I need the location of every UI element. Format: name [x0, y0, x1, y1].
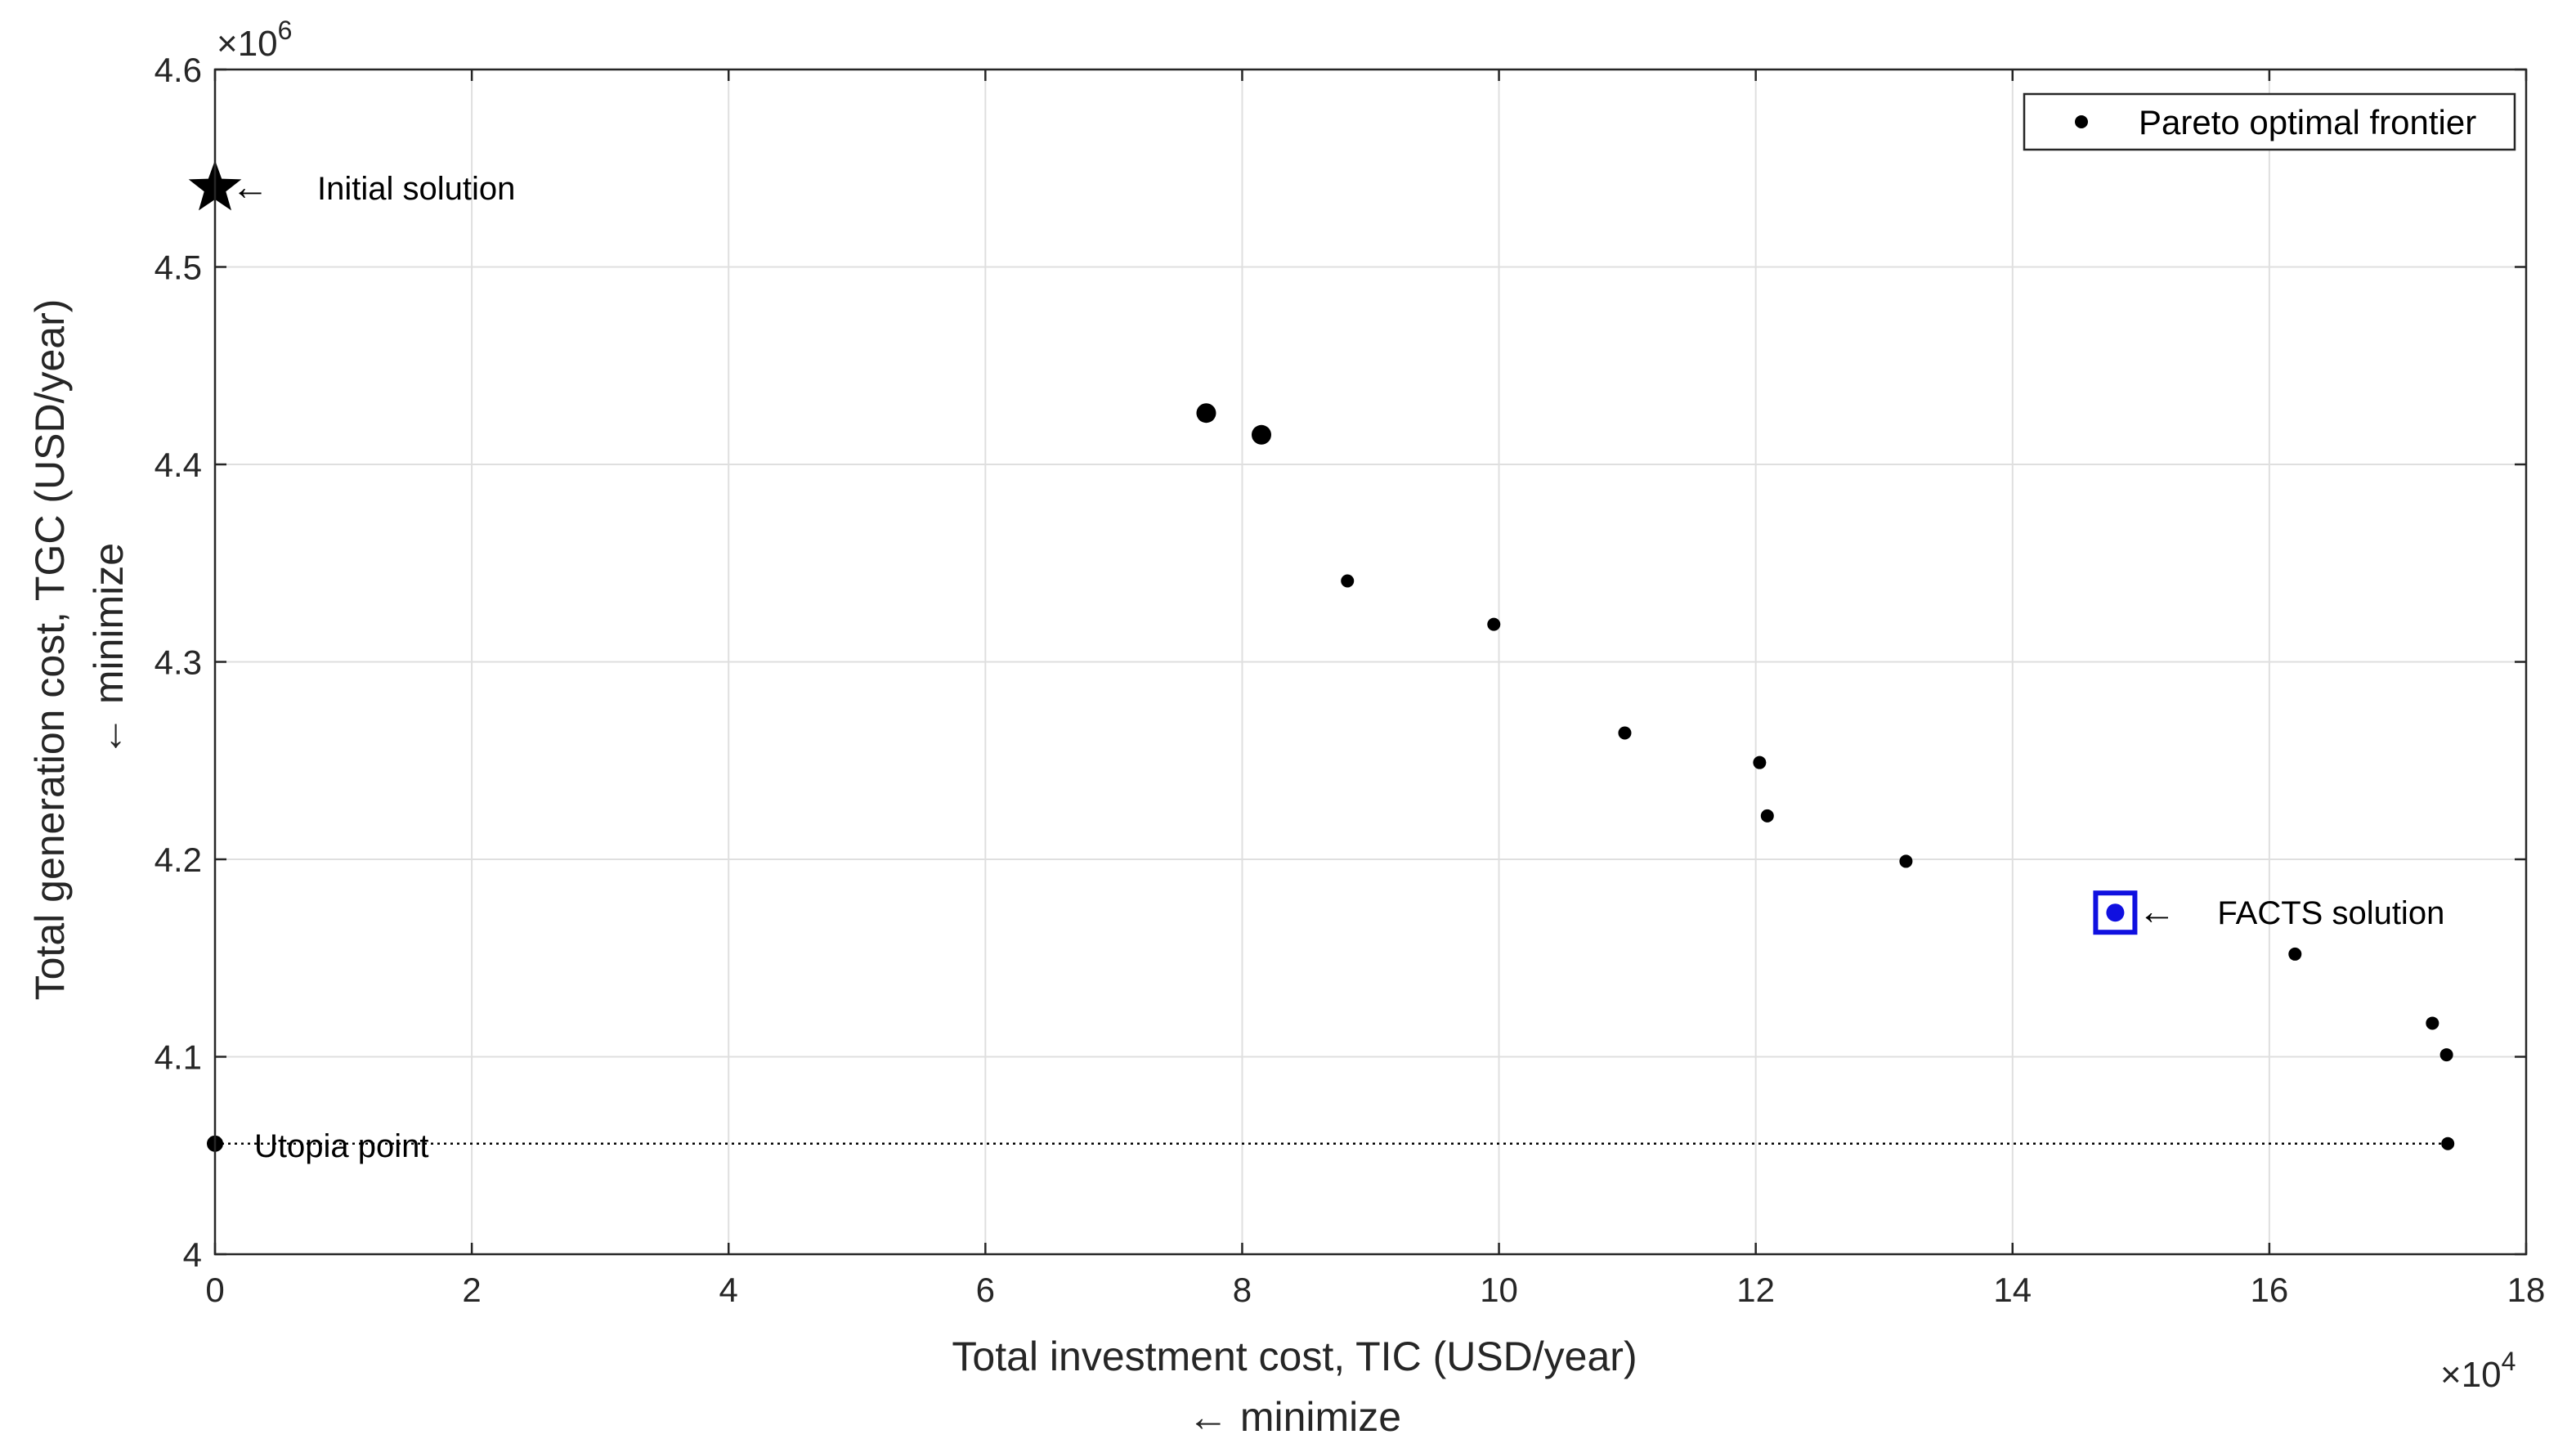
plot-frame [213, 68, 2528, 1256]
y-tick-label: 4 [183, 1235, 202, 1274]
y-axis-multiplier: ×106 [217, 16, 292, 64]
pareto-point [2426, 1016, 2439, 1030]
y-tick-label: 4.6 [155, 51, 202, 89]
y-axis-sublabel: ← minimize [86, 543, 132, 756]
initial-solution-label: Initial solution [317, 171, 515, 207]
initial-solution-arrow: ← [231, 165, 269, 208]
tick-labels: 0 2 4 6 8 10 12 14 16 18 4 4.1 4.2 4.3 4.4 4.5 4.6 [155, 51, 2546, 1309]
legend: Pareto optimal frontier [2023, 92, 2516, 151]
x-tick-label: 6 [976, 1271, 995, 1309]
y-axis-multiplier-exponent: 6 [278, 16, 293, 45]
facts-solution-square [2093, 890, 2138, 935]
pareto-point [1341, 574, 1355, 588]
legend-marker [2075, 115, 2088, 128]
x-tick-label: 0 [205, 1271, 224, 1309]
x-tick-label: 10 [1480, 1271, 1518, 1309]
legend-label: Pareto optimal frontier [2139, 103, 2476, 141]
data-markers [188, 159, 2455, 1152]
utopia-point-label: Utopia point [254, 1128, 428, 1164]
pareto-point [1252, 424, 1272, 445]
grid-lines [214, 69, 2527, 1255]
x-axis-multiplier: ×104 [2440, 1347, 2516, 1395]
x-tick-label: 14 [1993, 1271, 2032, 1309]
y-axis-label: Total generation cost, TGC (USD/year) [27, 299, 73, 1001]
y-tick-label: 4.3 [155, 643, 202, 682]
x-tick-label: 8 [1233, 1271, 1252, 1309]
x-tick-label: 4 [719, 1271, 738, 1309]
facts-solution-dot [2106, 903, 2125, 922]
pareto-point [2288, 947, 2302, 961]
pareto-point [1899, 854, 1913, 868]
x-tick-label: 18 [2507, 1271, 2546, 1309]
pareto-point [2441, 1136, 2455, 1150]
facts-solution-arrow: ← [2138, 890, 2175, 932]
x-axis-label: Total investment cost, TIC (USD/year) [952, 1334, 1637, 1379]
x-axis-sublabel: ← minimize [1188, 1394, 1401, 1440]
pareto-point [1753, 755, 1767, 769]
x-tick-label: 2 [462, 1271, 481, 1309]
x-axis-multiplier-exponent: 4 [2502, 1347, 2516, 1376]
y-tick-label: 4.5 [155, 249, 202, 287]
x-tick-label: 16 [2251, 1271, 2289, 1309]
y-tick-label: 4.1 [155, 1038, 202, 1077]
pareto-point [1618, 726, 1632, 740]
pareto-point [1196, 403, 1216, 424]
pareto-point [2439, 1048, 2453, 1062]
annotations: ← Initial solution ← FACTS solution Utopia p… [231, 165, 2444, 1164]
facts-solution-label: FACTS solution [2217, 895, 2444, 931]
pareto-point [1487, 617, 1501, 631]
legend-box [2023, 92, 2516, 151]
y-tick-label: 4.2 [155, 841, 202, 879]
y-tick-label: 4.4 [155, 446, 202, 484]
pareto-point [1760, 809, 1774, 823]
x-tick-label: 12 [1736, 1271, 1775, 1309]
